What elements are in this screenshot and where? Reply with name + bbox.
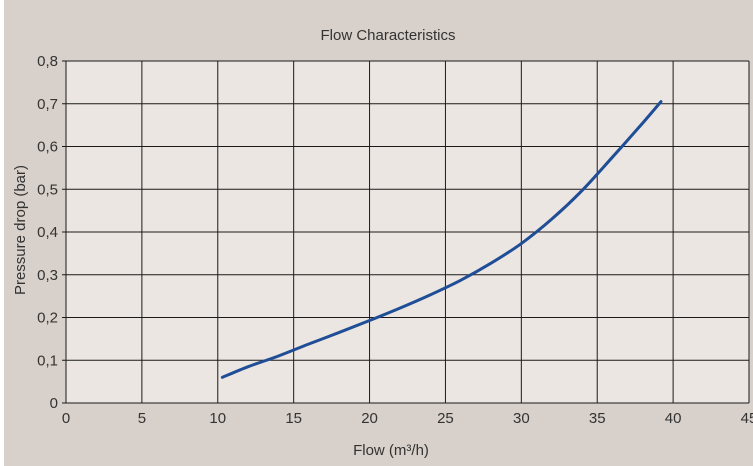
y-tick-label: 0,3: [37, 267, 58, 284]
x-tick-label: 40: [665, 410, 682, 427]
x-tick-label: 10: [209, 410, 226, 427]
x-tick-label: 25: [437, 410, 454, 427]
x-tick-label: 30: [513, 410, 530, 427]
x-tick-label: 5: [138, 410, 146, 427]
x-tick-label: 20: [361, 410, 378, 427]
y-tick-label: 0,8: [37, 53, 58, 70]
y-tick-label: 0,6: [37, 139, 58, 156]
y-tick-label: 0,7: [37, 96, 58, 113]
x-tick-label: 35: [589, 410, 606, 427]
x-tick-label: 15: [285, 410, 302, 427]
y-tick-labels: 0 0,1 0,2 0,3 0,4 0,5 0,6 0,7 0,8: [37, 53, 58, 412]
y-tick-label: 0,4: [37, 224, 58, 241]
y-axis-label: Pressure drop (bar): [12, 165, 29, 295]
series-line: [220, 100, 663, 379]
x-axis-label: Flow (m³/h): [353, 442, 429, 459]
x-tick-label: 0: [62, 410, 70, 427]
y-tick-label: 0,2: [37, 310, 58, 327]
y-tick-label: 0,1: [37, 352, 58, 369]
x-tick-label: 45: [741, 410, 753, 427]
y-tick-label: 0,5: [37, 181, 58, 198]
series-group: [220, 100, 663, 379]
x-tick-labels: 0 5 10 15 20 25 30 35 40 45: [62, 410, 753, 427]
chart-title: Flow Characteristics: [320, 27, 455, 44]
y-tick-label: 0: [50, 395, 58, 412]
grid-lines: [62, 60, 750, 404]
